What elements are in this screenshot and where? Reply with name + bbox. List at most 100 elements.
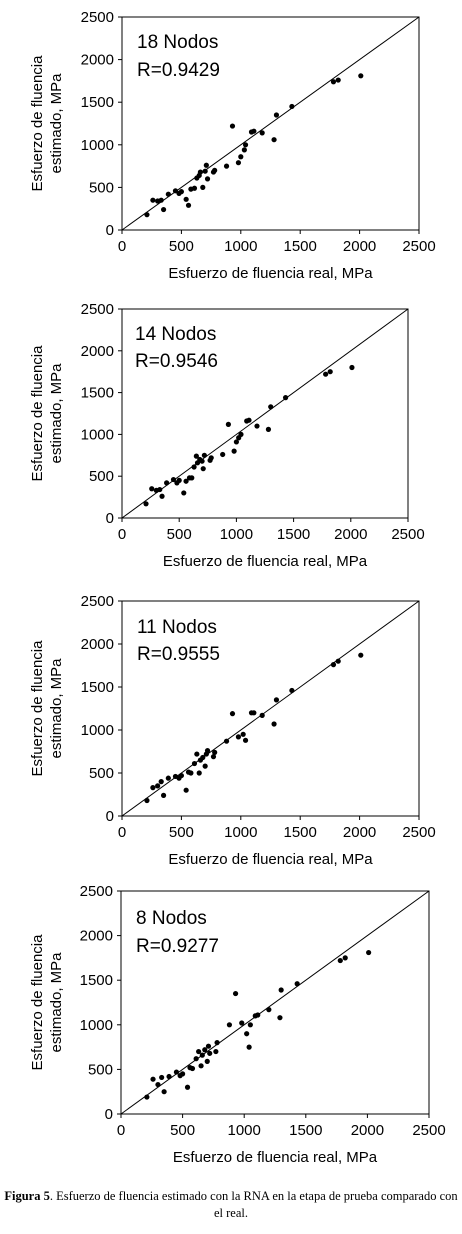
data-point [337, 957, 343, 964]
data-point [183, 787, 189, 793]
data-point [247, 1022, 253, 1028]
y-tick-label: 500 [88, 1061, 113, 1078]
x-tick-label: 1500 [289, 1122, 322, 1139]
data-point [203, 162, 209, 168]
data-point [199, 1052, 205, 1058]
data-point [259, 712, 265, 718]
data-point [149, 486, 155, 492]
x-tick-label: 2500 [402, 238, 435, 255]
y-axis-title: Esfuerzo de fluencia estimado, MPa [29, 345, 65, 482]
plot-frame [121, 16, 420, 231]
data-point [229, 123, 236, 129]
data-point [185, 202, 192, 208]
nodes-annotation: 11 Nodos [137, 617, 217, 638]
data-point [238, 154, 244, 160]
y-tick-label: 2000 [81, 52, 114, 69]
data-point [202, 1047, 208, 1053]
data-point [251, 710, 257, 716]
scatter-chart-4: 0 500 1000 1500 2000 2500 0 500 1000 1500 2000 2500… [29, 883, 446, 1166]
data-point [191, 185, 198, 191]
data-point [342, 955, 348, 961]
x-tick-label: 0 [117, 1122, 125, 1139]
data-point [202, 763, 208, 769]
y-tick-label: 0 [105, 1106, 113, 1123]
data-point [196, 1048, 202, 1055]
reference-line [121, 16, 420, 231]
y-tick-label: 1500 [80, 972, 113, 989]
data-point [201, 452, 207, 458]
x-tick-label: 500 [169, 238, 194, 255]
data-point [194, 751, 200, 757]
y-tick-label: 2000 [80, 928, 113, 945]
plot-frame [121, 600, 420, 817]
data-point [239, 1020, 245, 1026]
data-point [202, 168, 208, 174]
y-tick-label: 1500 [81, 679, 114, 696]
y-axis-title-line: Esfuerzo de fluencia [29, 345, 46, 482]
data-point [157, 486, 163, 493]
data-point [268, 404, 274, 410]
y-tick-label: 0 [106, 510, 114, 527]
data-point [335, 77, 341, 83]
y-axis-title-line: estimado, MPa [48, 363, 65, 464]
y-axis-title: Esfuerzo de fluencia estimado, MPa [29, 55, 65, 192]
x-tick-label: 500 [169, 824, 194, 841]
data-point [189, 475, 195, 481]
data-point [330, 662, 337, 668]
data-point [254, 423, 260, 429]
data-point [289, 103, 295, 110]
data-point [242, 737, 249, 743]
y-tick-label: 500 [89, 179, 114, 196]
nodes-annotation: 8 Nodos [136, 908, 207, 929]
data-point [191, 464, 197, 470]
data-point [178, 772, 184, 779]
data-point [155, 1081, 161, 1088]
data-point [255, 1012, 261, 1018]
data-point [238, 431, 244, 437]
data-point [150, 1076, 156, 1082]
reference-line [121, 308, 409, 519]
y-tick-label: 2500 [80, 883, 113, 900]
caption-label: Figura 5 [4, 1189, 50, 1203]
data-point [241, 147, 247, 153]
data-point [208, 455, 214, 461]
y-axis-title-line: estimado, MPa [48, 73, 65, 174]
data-point [271, 721, 277, 727]
data-point [358, 73, 364, 79]
data-point [188, 770, 194, 776]
data-point [240, 731, 246, 737]
data-point [207, 1050, 213, 1056]
data-point [193, 453, 199, 459]
data-point [210, 754, 217, 760]
data-point [144, 1094, 150, 1100]
data-point [191, 760, 198, 767]
x-tick-label: 1000 [224, 824, 257, 841]
data-point [235, 734, 242, 740]
reference-line [120, 890, 430, 1115]
r-annotation: R=0.9277 [136, 936, 219, 957]
nodes-annotation: 18 Nodos [137, 32, 218, 53]
x-tick-label: 0 [118, 238, 126, 255]
x-tick-label: 1500 [284, 824, 317, 841]
data-point [212, 167, 218, 173]
data-point [266, 1007, 272, 1013]
data-point [165, 191, 171, 197]
x-tick-label: 500 [170, 1122, 195, 1139]
data-point [160, 206, 167, 213]
data-point [273, 112, 280, 118]
x-tick-label: 1500 [277, 526, 310, 543]
y-axis-title: Esfuerzo de fluencia estimado, MPa [29, 640, 65, 777]
data-point [143, 501, 149, 507]
scatter-chart-1: 0 500 1000 1500 2000 2500 0 500 1000 1500 2000 2500… [29, 9, 436, 282]
y-tick-label: 2500 [81, 593, 114, 610]
data-point [244, 1031, 250, 1037]
y-axis-title-line: Esfuerzo de fluencia [29, 640, 46, 777]
data-point [166, 1073, 172, 1080]
data-point [259, 130, 265, 136]
y-tick-label: 1000 [81, 137, 114, 154]
data-point [366, 949, 372, 956]
x-tick-label: 2000 [343, 238, 376, 255]
data-point [233, 439, 239, 445]
y-tick-label: 2500 [81, 301, 114, 318]
